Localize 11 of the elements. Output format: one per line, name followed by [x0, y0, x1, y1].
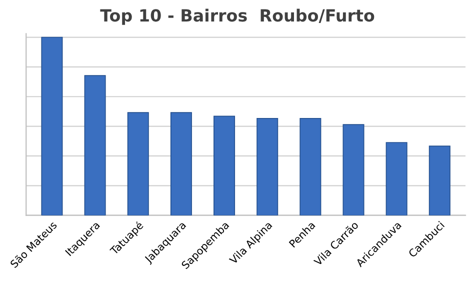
- bar: [127, 112, 149, 216]
- bar: [170, 112, 192, 216]
- bar: [300, 118, 322, 216]
- bar: [84, 75, 106, 216]
- bar: [214, 116, 236, 216]
- bar: [428, 146, 450, 216]
- bar: [41, 36, 63, 216]
- bar: [386, 142, 408, 216]
- bar: [256, 118, 278, 216]
- chart-title: Top 10 - Bairros Roubo/Furto: [100, 8, 374, 25]
- bar: [342, 124, 364, 216]
